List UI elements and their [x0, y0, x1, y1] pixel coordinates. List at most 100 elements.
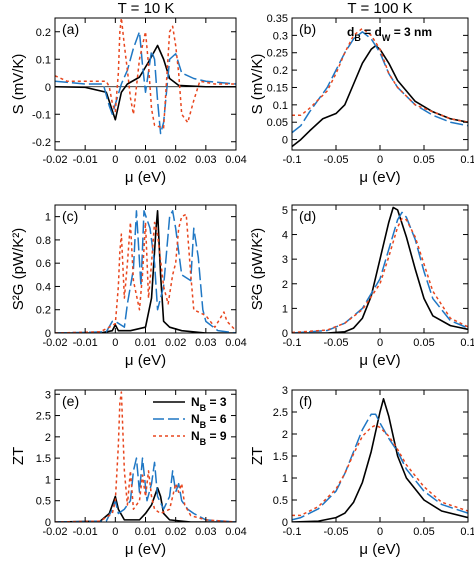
x-tick-label: -0.01 [73, 337, 98, 349]
x-tick-label: 0.05 [413, 526, 434, 538]
panel-label: (b) [299, 21, 316, 37]
x-tick-label: 0.05 [413, 154, 434, 166]
y-axis-title: ZT [249, 447, 266, 465]
x-tick-label: -0.05 [323, 526, 348, 538]
y-tick-label: 2.5 [273, 407, 288, 419]
series-line-nb9 [292, 27, 468, 123]
x-tick-label: 0.03 [195, 337, 216, 349]
panel-label: (a) [62, 21, 79, 37]
x-tick-label: 0.04 [225, 154, 246, 166]
series-line-nb6 [292, 211, 468, 333]
y-tick-label: 0.1 [273, 100, 288, 112]
series-line-nb9 [55, 213, 236, 333]
y-tick-label: 0 [282, 517, 288, 529]
x-tick-label: -0.01 [73, 526, 98, 538]
y-tick-label: 0 [45, 328, 51, 340]
y-tick-label: 2 [282, 429, 288, 441]
y-tick-label: 1.5 [36, 453, 51, 465]
y-tick-label: 0.4 [36, 281, 51, 293]
panel-b: -0.1 -0.05 0 0.05 0.1 0 0.05 0.1 0.15 0.2 0.25 0.3 0… [249, 13, 474, 186]
y-tick-label: 4 [282, 230, 288, 242]
y-axis-title: S (mV/K) [249, 54, 266, 115]
y-tick-label: 1 [45, 474, 51, 486]
x-tick-label: -0.02 [42, 337, 67, 349]
y-tick-label: 0 [45, 517, 51, 529]
y-tick-label: 0.2 [36, 27, 51, 39]
panel-a: -0.02 -0.01 0 0.01 0.02 0.03 0.04 -0.2 -0.1 0 0.1 0… [10, 17, 247, 186]
y-tick-label: 0.5 [273, 495, 288, 507]
x-axis-title: μ (eV) [125, 541, 166, 558]
series-line-nb3 [292, 398, 468, 522]
y-tick-label: 0.5 [36, 496, 51, 508]
plot-frame [54, 389, 237, 523]
x-tick-label: 0.04 [225, 337, 246, 349]
x-tick-label: -0.05 [323, 154, 348, 166]
x-axis-title: μ (eV) [359, 352, 400, 369]
x-tick-label: 0.03 [195, 154, 216, 166]
legend-label: NB = 3 [191, 395, 227, 413]
x-axis-title: μ (eV) [125, 169, 166, 186]
x-tick-label: -0.02 [42, 526, 67, 538]
legend-label: NB = 9 [191, 429, 227, 447]
x-tick-label: -0.1 [283, 337, 302, 349]
panel-d: -0.1 -0.05 0 0.05 0.1 0 1 2 3 4 5 μ (eV) S²G (pW/K²)… [249, 204, 474, 369]
y-tick-label: 0.8 [36, 235, 51, 247]
y-tick-label: 0.05 [267, 117, 288, 129]
series-group [55, 18, 236, 135]
y-tick-label: -0.1 [32, 109, 51, 121]
y-tick-label: 2 [45, 432, 51, 444]
y-tick-label: 0.1 [36, 54, 51, 66]
series-line-nb6 [292, 413, 468, 521]
y-tick-label: 0.15 [267, 82, 288, 94]
y-axis-title: ZT [10, 447, 27, 465]
y-tick-label: 0.6 [36, 258, 51, 270]
series-line-nb9 [55, 18, 236, 129]
series-group [292, 398, 468, 522]
x-tick-label: 0.1 [460, 154, 474, 166]
y-tick-label: 2 [282, 279, 288, 291]
series-group [292, 206, 468, 333]
legend: NB = 3NB = 6NB = 9 [153, 395, 227, 447]
y-tick-label: 3 [45, 389, 51, 401]
x-tick-label: 0.02 [165, 526, 186, 538]
y-tick-label: 0.2 [273, 65, 288, 77]
y-tick-label: 3 [282, 254, 288, 266]
y-tick-label: 2.5 [36, 411, 51, 423]
y-tick-label: 0 [45, 82, 51, 94]
panel-c: -0.02 -0.01 0 0.01 0.02 0.03 0.04 0 0.2 0.4 0.6 0.8… [10, 204, 247, 369]
y-tick-label: 1 [282, 303, 288, 315]
x-tick-label: 0 [377, 526, 383, 538]
series-line-nb3 [55, 487, 236, 522]
y-tick-label: 1 [45, 212, 51, 224]
column-title-right: T = 100 K [347, 0, 412, 17]
y-tick-label: 1 [282, 473, 288, 485]
series-line-nb9 [55, 391, 236, 522]
x-tick-label: 0.05 [413, 337, 434, 349]
plot-frame [291, 204, 469, 334]
x-tick-label: 0 [112, 154, 118, 166]
series-group [292, 27, 468, 148]
y-tick-label: 0.35 [267, 13, 288, 25]
x-tick-label: 0.04 [225, 526, 246, 538]
y-tick-label: 0.3 [273, 30, 288, 42]
y-tick-label: 3 [282, 385, 288, 397]
x-tick-label: 0.01 [135, 337, 156, 349]
column-title-left: T = 10 K [118, 0, 175, 17]
panel-label: (f) [299, 393, 312, 409]
x-tick-label: 0.03 [195, 526, 216, 538]
y-tick-label: 5 [282, 205, 288, 217]
x-tick-label: 0 [112, 526, 118, 538]
x-tick-label: 0.1 [460, 526, 474, 538]
panel-label: (d) [299, 208, 316, 224]
y-tick-label: -0.2 [32, 137, 51, 149]
y-axis-title: S (mV/K) [10, 54, 27, 115]
x-tick-label: 0.02 [165, 154, 186, 166]
x-tick-label: -0.01 [73, 154, 98, 166]
series-group [55, 391, 236, 522]
x-tick-label: -0.05 [323, 337, 348, 349]
x-tick-label: 0 [112, 337, 118, 349]
y-tick-label: 0.25 [267, 48, 288, 60]
x-tick-label: -0.1 [283, 526, 302, 538]
x-tick-label: 0.01 [135, 526, 156, 538]
